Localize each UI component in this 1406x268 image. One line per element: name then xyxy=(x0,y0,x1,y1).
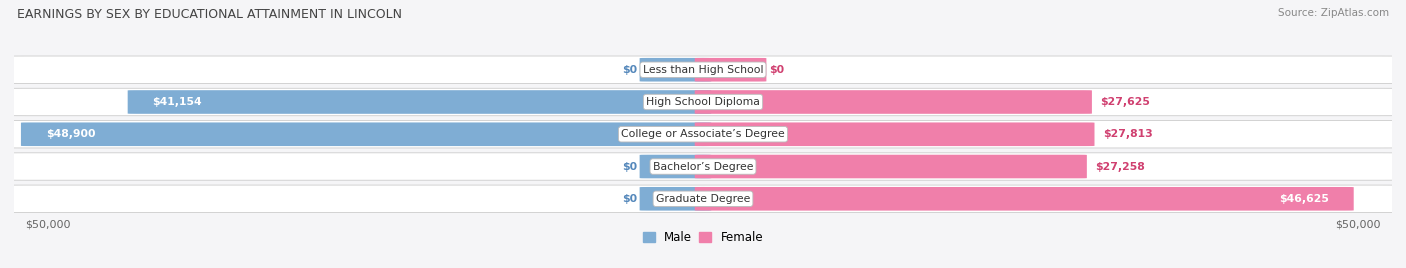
FancyBboxPatch shape xyxy=(695,58,766,81)
FancyBboxPatch shape xyxy=(0,56,1406,83)
Text: Source: ZipAtlas.com: Source: ZipAtlas.com xyxy=(1278,8,1389,18)
Text: $0: $0 xyxy=(621,162,637,172)
Text: High School Diploma: High School Diploma xyxy=(647,97,759,107)
Legend: Male, Female: Male, Female xyxy=(643,231,763,244)
FancyBboxPatch shape xyxy=(695,155,1087,178)
Text: $50,000: $50,000 xyxy=(25,219,70,229)
FancyBboxPatch shape xyxy=(0,153,1406,180)
FancyBboxPatch shape xyxy=(695,122,1094,146)
FancyBboxPatch shape xyxy=(640,155,711,178)
FancyBboxPatch shape xyxy=(128,90,711,114)
FancyBboxPatch shape xyxy=(0,185,1406,213)
Text: $50,000: $50,000 xyxy=(1336,219,1381,229)
Text: EARNINGS BY SEX BY EDUCATIONAL ATTAINMENT IN LINCOLN: EARNINGS BY SEX BY EDUCATIONAL ATTAINMEN… xyxy=(17,8,402,21)
Text: $0: $0 xyxy=(621,65,637,75)
Text: $0: $0 xyxy=(769,65,785,75)
Text: $48,900: $48,900 xyxy=(46,129,96,139)
FancyBboxPatch shape xyxy=(640,187,711,211)
Text: $46,625: $46,625 xyxy=(1279,194,1329,204)
FancyBboxPatch shape xyxy=(0,121,1406,148)
FancyBboxPatch shape xyxy=(640,58,711,81)
Text: $27,625: $27,625 xyxy=(1099,97,1150,107)
FancyBboxPatch shape xyxy=(695,187,1354,211)
Text: College or Associate’s Degree: College or Associate’s Degree xyxy=(621,129,785,139)
Text: Bachelor’s Degree: Bachelor’s Degree xyxy=(652,162,754,172)
FancyBboxPatch shape xyxy=(695,90,1092,114)
FancyBboxPatch shape xyxy=(21,122,711,146)
Text: $41,154: $41,154 xyxy=(152,97,202,107)
FancyBboxPatch shape xyxy=(0,88,1406,116)
Text: $0: $0 xyxy=(621,194,637,204)
Text: Graduate Degree: Graduate Degree xyxy=(655,194,751,204)
Text: $27,258: $27,258 xyxy=(1095,162,1144,172)
Text: Less than High School: Less than High School xyxy=(643,65,763,75)
Text: $27,813: $27,813 xyxy=(1102,129,1153,139)
